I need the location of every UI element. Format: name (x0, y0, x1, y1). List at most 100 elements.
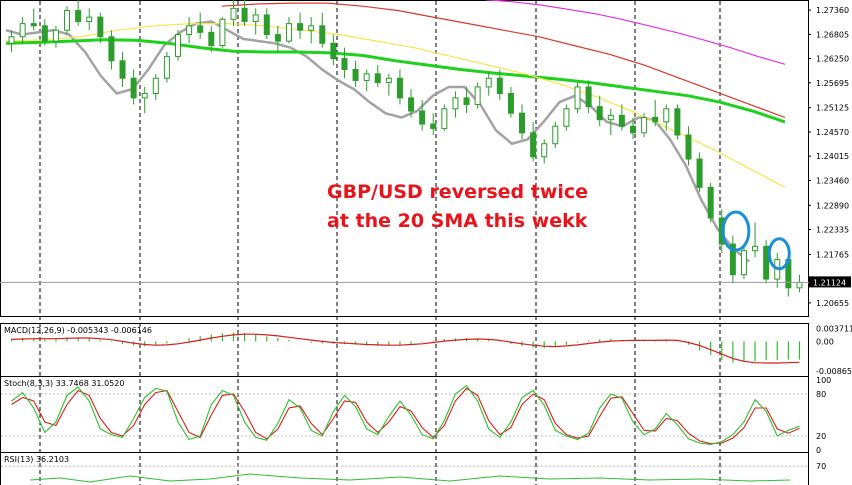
candle (507, 86, 514, 118)
candle (8, 30, 15, 53)
candle-body (685, 134, 692, 160)
candle (219, 17, 226, 48)
candle (552, 121, 559, 149)
candle (618, 104, 625, 131)
candle-body (119, 60, 126, 79)
candle (163, 52, 170, 83)
candle-body (430, 123, 437, 129)
candle-body (52, 29, 59, 42)
candle (585, 80, 592, 114)
candle-body (274, 34, 281, 42)
candle-body (186, 25, 193, 36)
candle (297, 12, 304, 39)
candle (175, 30, 182, 61)
candle (19, 17, 26, 44)
candle (629, 117, 636, 140)
candle-body (663, 108, 670, 123)
candle-body (452, 97, 459, 110)
candle (141, 86, 148, 114)
candle (596, 95, 603, 127)
candle (441, 104, 448, 131)
candle-body (319, 25, 326, 44)
candle (496, 69, 503, 101)
candle (419, 100, 426, 131)
candle (685, 126, 692, 166)
candle-body (629, 125, 636, 134)
rsi-label: RSI(13) 36.2103 (4, 455, 69, 464)
moving-average-line (221, 2, 786, 119)
stoch-tick-label: 80 (816, 390, 826, 399)
candle-body (64, 10, 71, 31)
candle-body (341, 58, 348, 70)
candle-body (519, 112, 526, 134)
candle (130, 69, 137, 105)
candle (285, 17, 292, 44)
candle (485, 71, 492, 96)
candle-body (696, 158, 703, 188)
moving-average-line (485, 0, 786, 65)
price-tick-label: 1.21765 (816, 250, 849, 259)
candle (263, 8, 270, 39)
macd-tick-label: -0.008653 (816, 367, 852, 376)
candle (308, 17, 315, 44)
price-tick-label: 1.23460 (816, 176, 849, 185)
candlesticks (8, 0, 803, 297)
candle-body (607, 114, 614, 121)
macd-signal-line (11, 333, 800, 364)
candle (530, 121, 537, 162)
candle-body (752, 245, 759, 252)
candle (119, 52, 126, 87)
candle (230, 0, 237, 26)
candle-body (297, 23, 304, 31)
candle (64, 6, 71, 35)
candle (208, 25, 215, 53)
candle (474, 82, 481, 109)
candle (363, 69, 370, 92)
candle-body (363, 73, 370, 81)
candle-body (541, 143, 548, 158)
candle-body (618, 114, 625, 127)
candle-body (419, 110, 426, 125)
price-tick-label: 1.24015 (816, 152, 849, 161)
candle-body (740, 250, 747, 276)
candle (75, 0, 82, 26)
price-tick-label: 1.24570 (816, 128, 849, 137)
price-tick-label: 1.20655 (816, 299, 849, 308)
candle (341, 47, 348, 79)
macd-panel (0, 323, 809, 377)
candle (463, 86, 470, 114)
candle (707, 183, 714, 223)
rsi-axis: 70 (816, 462, 826, 471)
candle (763, 239, 770, 284)
candle-body (585, 86, 592, 108)
candle (41, 19, 48, 46)
candle-body (241, 7, 248, 22)
candle-body (707, 186, 714, 219)
candle (563, 104, 570, 131)
candle (641, 113, 648, 138)
candle-body (485, 77, 492, 88)
candle (740, 244, 747, 280)
candle (385, 73, 392, 96)
candle-body (496, 77, 503, 95)
candle-body (41, 25, 48, 42)
macd-label: MACD(12,26,9) -0.005343 -0.006146 (4, 326, 152, 335)
stoch-tick-label: 100 (816, 376, 831, 385)
candle-body (219, 18, 226, 46)
candle-body (30, 23, 37, 27)
candle (396, 69, 403, 105)
candle-body (19, 23, 26, 38)
candle (86, 8, 93, 31)
moving-averages (5, 0, 786, 263)
candle (97, 12, 104, 44)
candle-body (263, 14, 270, 36)
candle-body (374, 73, 381, 84)
candle (752, 222, 759, 258)
candle (519, 104, 526, 140)
stochastic-indicator (1, 384, 808, 445)
candle-body (141, 93, 148, 99)
candle (696, 152, 703, 192)
candle-body (396, 77, 403, 99)
current-price-box (809, 276, 851, 288)
